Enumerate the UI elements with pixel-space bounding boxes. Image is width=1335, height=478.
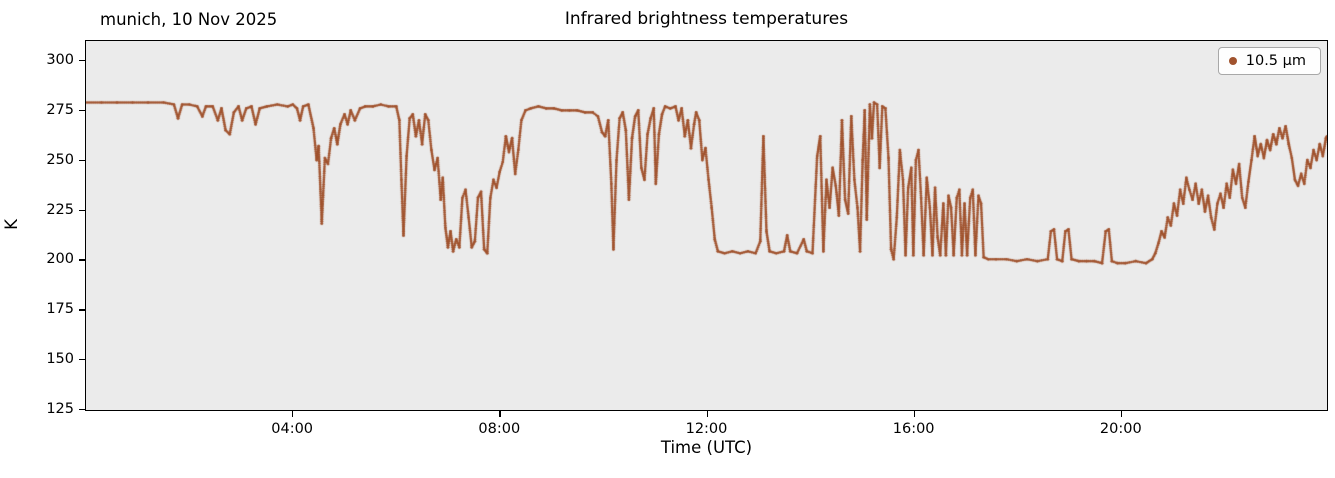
legend: 10.5 μm bbox=[1217, 47, 1321, 75]
legend-label: 10.5 μm bbox=[1245, 53, 1306, 69]
x-tick-mark bbox=[913, 411, 915, 417]
y-tick-label: 300 bbox=[46, 51, 74, 68]
y-tick-mark bbox=[79, 59, 85, 62]
x-tick-mark bbox=[292, 411, 294, 417]
x-tick-label: 08:00 bbox=[478, 421, 521, 437]
y-tick-mark bbox=[79, 359, 85, 361]
y-tick-label: 125 bbox=[46, 401, 74, 417]
x-tick-label: 20:00 bbox=[1099, 421, 1142, 437]
legend-marker-icon bbox=[1228, 57, 1237, 65]
x-tick-mark bbox=[1120, 411, 1123, 417]
y-tick-label: 225 bbox=[46, 201, 74, 218]
plot-area: 10.5 μm bbox=[85, 40, 1328, 411]
y-tick-label: 200 bbox=[46, 251, 74, 268]
y-tick-mark bbox=[79, 159, 85, 161]
y-tick-mark bbox=[79, 409, 85, 411]
x-axis-label: Time (UTC) bbox=[660, 438, 753, 457]
x-tick-mark bbox=[499, 411, 501, 417]
x-tick-mark bbox=[706, 411, 708, 417]
chart-title: Infrared brightness temperatures bbox=[564, 9, 849, 29]
y-tick-label: 150 bbox=[46, 351, 74, 368]
y-tick-label: 250 bbox=[46, 151, 74, 168]
y-tick-mark bbox=[79, 309, 85, 311]
y-tick-mark bbox=[79, 109, 85, 112]
x-tick-label: 12:00 bbox=[685, 421, 728, 437]
y-axis-label: K bbox=[1, 219, 21, 230]
y-tick-label: 275 bbox=[46, 101, 74, 118]
plot-annotation: munich, 10 Nov 2025 bbox=[100, 10, 278, 29]
y-tick-mark bbox=[79, 259, 85, 261]
x-tick-label: 16:00 bbox=[892, 421, 935, 437]
series-canvas bbox=[86, 41, 1327, 410]
y-tick-mark bbox=[79, 209, 85, 211]
y-tick-label: 175 bbox=[46, 301, 74, 318]
x-tick-label: 04:00 bbox=[271, 421, 314, 437]
